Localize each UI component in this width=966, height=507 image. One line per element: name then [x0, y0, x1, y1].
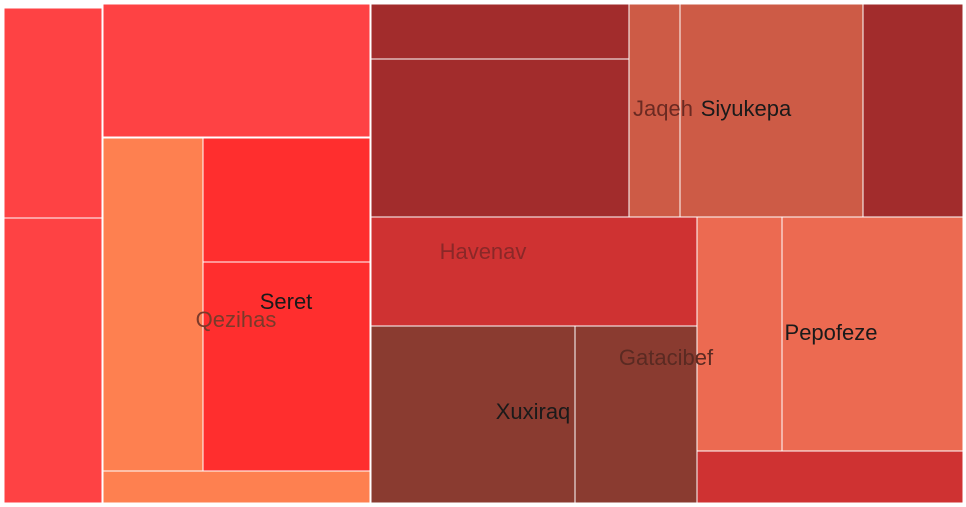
treemap-tile-jaqeh-2: [370, 58, 630, 218]
treemap-tile-jaqeh-1: [370, 3, 630, 60]
treemap-tile-havenav-1: [370, 216, 698, 327]
treemap-label-gatacibef: Gatacibef: [619, 345, 714, 370]
treemap-tiles: [3, 3, 964, 504]
treemap-label-siyukepa: Siyukepa: [701, 96, 792, 121]
treemap-tile-qezihas-5: [102, 470, 371, 504]
treemap-label-havenav: Havenav: [440, 239, 527, 264]
treemap-tile-gatacibef-1: [574, 325, 698, 504]
treemap-tile-pepofeze-3: [696, 450, 964, 504]
treemap-label-jaqeh: Jaqeh: [633, 96, 693, 121]
treemap-tile-seret-1: [202, 137, 371, 263]
treemap-tile-qezihas-1: [3, 7, 103, 219]
treemap-label-seret: Seret: [260, 289, 313, 314]
treemap-tile-qezihas-3: [102, 3, 371, 138]
treemap-tile-siyukepa-2: [862, 3, 964, 218]
treemap-tile-xuxiraq-1: [370, 325, 576, 504]
treemap-tile-seret-2: [202, 261, 371, 472]
treemap-tile-pepofeze-2: [781, 216, 964, 452]
treemap-tile-qezihas-2: [3, 217, 103, 504]
treemap-tile-jaqeh-3: [628, 3, 681, 218]
treemap-tile-qezihas-4: [102, 137, 204, 472]
treemap-label-pepofeze: Pepofeze: [785, 320, 878, 345]
treemap-tile-pepofeze-1: [696, 216, 783, 452]
treemap-label-xuxiraq: Xuxiraq: [496, 399, 571, 424]
treemap-label-qezihas: Qezihas: [196, 307, 277, 332]
